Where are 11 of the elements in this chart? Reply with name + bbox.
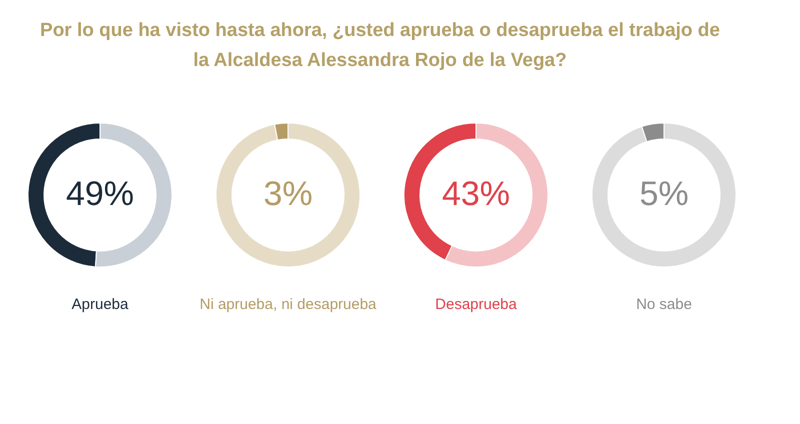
data-label: 3% [263, 175, 313, 213]
data-label: 5% [639, 175, 689, 213]
text: Aprueba [72, 296, 130, 313]
text: Ni aprueba, ni desaprueba [200, 296, 378, 313]
donut-slice [592, 122, 736, 268]
text: No sabe [636, 296, 692, 313]
text: Por lo que ha visto hasta ahora, ¿usted aprueba o desaprueba el trabajo de la Alcaldesa Alessandra Rojo de la Vega? [40, 20, 720, 71]
text: Desaprueba [435, 296, 518, 313]
data-label: 43% [442, 175, 510, 213]
data-label: 49% [66, 175, 134, 213]
donut-slice [216, 122, 360, 268]
